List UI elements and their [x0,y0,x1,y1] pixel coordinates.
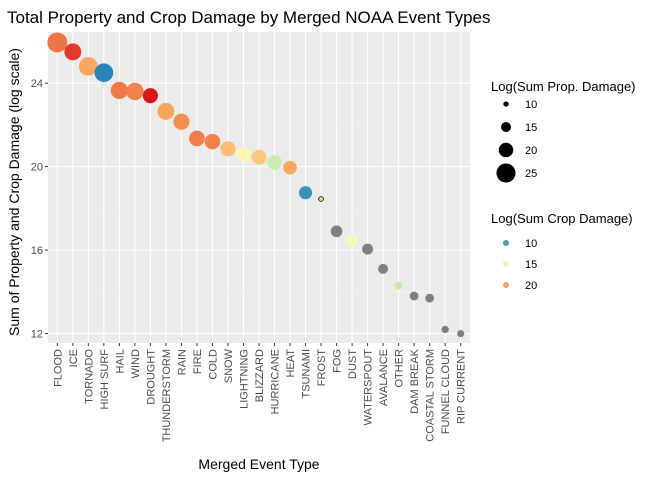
x-tick-label: RIP CURRENT [456,349,468,424]
size-legend-label: 20 [525,145,537,157]
size-legend-key [503,101,509,107]
data-points [47,32,465,338]
data-point [204,133,221,150]
data-point [110,81,128,100]
x-tick-label: FLOOD [52,349,64,387]
data-point [362,243,374,255]
x-tick-label: ICE [68,349,80,367]
legend: Log(Sum Prop. Damage) 10 15 20 25 Log(Sum C… [491,79,636,292]
x-tick-label: BLIZZARD [254,349,266,402]
chart-title: Total Property and Crop Damage by Merged… [7,8,491,27]
data-point [235,146,252,162]
data-point [441,325,449,334]
x-tick-label: FROST [316,349,328,387]
data-point [394,281,403,290]
x-tick-label: AVALANCE [378,349,390,406]
x-tick-label: DROUGHT [145,349,157,405]
x-tick-label: FOG [332,349,344,373]
data-point [78,57,98,76]
color-legend-key [503,282,509,288]
data-point [189,130,205,147]
data-point [64,43,82,61]
x-tick-label: COASTAL STORM [425,349,437,442]
x-tick-label: HURRICANE [270,349,282,414]
color-legend-key [503,261,509,267]
data-point [318,196,324,202]
data-point [298,186,313,200]
data-point [126,82,144,101]
data-point [378,263,389,274]
grid-lines [48,32,470,343]
x-tick-label: HEAT [285,349,297,378]
data-point [142,88,158,104]
x-axis: FLOOD ICE TORNADO HIGH SURF HAIL WIND DROUGHT T… [52,343,468,442]
data-point [47,32,68,53]
data-point [346,235,358,247]
y-tick-label: 16 [31,245,43,257]
x-tick-label: COLD [207,349,219,380]
x-tick-label: FIRE [192,349,204,374]
size-legend-label: 10 [525,99,537,111]
x-tick-label: DAM BREAK [409,348,421,413]
x-tick-label: SNOW [223,348,235,383]
data-point [330,225,343,238]
size-legend: 10 15 20 25 [496,99,537,183]
data-point [94,63,114,83]
color-legend-label: 15 [525,259,537,271]
size-legend-key [496,163,516,183]
size-legend-title: Log(Sum Prop. Damage) [491,79,636,94]
data-point [173,113,190,130]
size-legend-label: 25 [525,168,537,180]
y-axis-title: Sum of Property and Crop Damage (log sca… [6,48,22,336]
data-point [283,160,297,175]
color-legend: 10 15 20 [503,238,537,292]
x-tick-label: TSUNAMI [301,349,313,399]
x-tick-label: DUST [347,349,359,379]
x-tick-label: LIGHTNING [238,349,250,409]
data-point [457,330,465,338]
x-tick-label: THUNDERSTORM [161,349,173,442]
data-point [157,102,175,120]
size-legend-key [501,122,511,132]
x-axis-title: Merged Event Type [198,456,319,472]
data-point [220,141,236,157]
color-legend-title: Log(Sum Crop Damage) [491,211,633,226]
x-tick-label: RAIN [176,349,188,375]
size-legend-label: 15 [525,122,537,134]
color-legend-label: 20 [525,280,537,292]
y-axis: 12 16 20 24 [31,78,48,341]
y-tick-label: 20 [31,162,43,174]
data-point [251,149,267,165]
data-point [267,155,282,170]
data-point [425,293,435,303]
size-legend-key [498,142,514,158]
y-tick-label: 24 [31,78,43,90]
x-tick-label: HAIL [114,349,126,373]
x-tick-label: TORNADO [83,349,95,404]
color-legend-key [503,240,509,246]
x-tick-label: WATERSPOUT [363,349,375,426]
x-tick-label: HIGH SURF [99,349,111,410]
color-legend-label: 10 [525,238,537,250]
y-tick-label: 12 [31,329,43,341]
x-tick-label: WIND [130,349,142,378]
x-tick-label: FUNNEL CLOUD [440,349,452,434]
x-tick-label: OTHER [394,349,406,388]
data-point [409,291,419,301]
